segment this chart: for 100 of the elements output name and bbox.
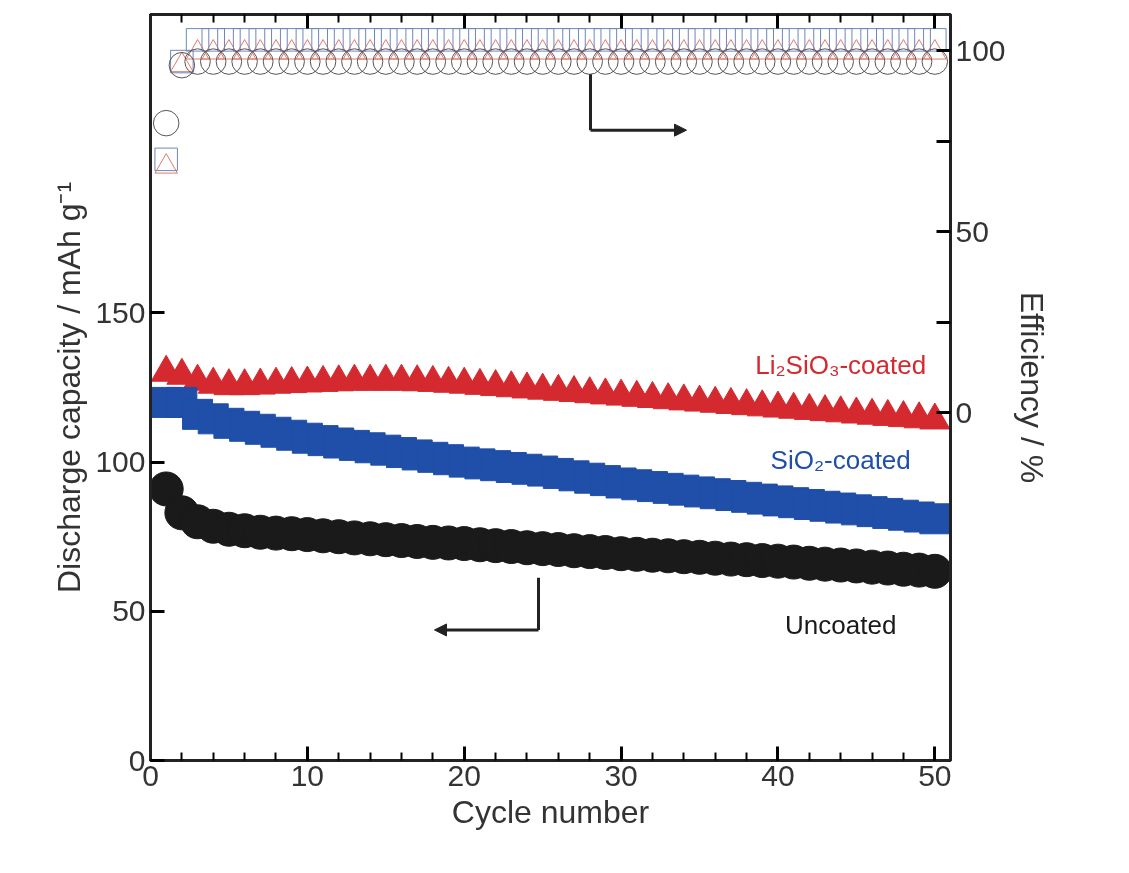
point: [262, 48, 290, 75]
point: [498, 48, 525, 75]
point: [874, 48, 901, 75]
point: [530, 28, 555, 52]
series-label: Uncoated: [785, 609, 897, 640]
point: [421, 28, 445, 52]
y2-tick-label: 100: [955, 33, 1006, 67]
point: [450, 48, 478, 75]
point: [389, 28, 414, 52]
point: [435, 48, 462, 75]
point: [278, 48, 305, 75]
point: [499, 28, 524, 52]
point: [672, 28, 696, 52]
point: [827, 48, 854, 75]
point: [342, 28, 367, 52]
point: [358, 28, 382, 52]
point: [860, 28, 884, 52]
point: [764, 48, 792, 75]
point: [670, 48, 698, 75]
point: [152, 109, 180, 137]
point: [733, 48, 760, 75]
point: [184, 48, 211, 75]
point: [623, 48, 651, 75]
point: [279, 28, 304, 52]
y2-tick-label: 0: [955, 395, 973, 429]
point: [311, 28, 335, 52]
y-tick-label: 150: [95, 295, 146, 329]
point: [687, 28, 712, 52]
point: [546, 28, 571, 52]
x-tick-label: 10: [290, 758, 325, 792]
point: [905, 48, 933, 75]
point: [185, 28, 210, 52]
point: [356, 48, 384, 75]
point: [562, 28, 586, 52]
point: [750, 28, 775, 52]
point: [654, 48, 682, 75]
point: [419, 48, 447, 75]
point: [545, 48, 572, 75]
point: [231, 48, 258, 75]
point: [577, 28, 602, 52]
point: [372, 48, 400, 75]
y2-tick-label: 50: [955, 214, 989, 248]
point: [907, 28, 931, 52]
x-tick-label: 40: [761, 758, 795, 792]
point: [295, 28, 320, 52]
point: [780, 48, 807, 75]
point: [515, 28, 539, 52]
point: [513, 48, 541, 75]
point: [168, 51, 196, 79]
point: [403, 48, 431, 75]
point: [796, 48, 823, 75]
point: [154, 153, 178, 174]
point: [576, 48, 603, 75]
point: [217, 28, 241, 52]
point: [325, 48, 352, 75]
point: [639, 48, 666, 75]
point: [154, 147, 178, 172]
point: [609, 28, 633, 52]
point: [248, 28, 273, 52]
point: [452, 28, 476, 52]
y-axis-title: Discharge capacity / mAh g⁻¹: [51, 181, 88, 594]
point: [844, 28, 869, 52]
point: [215, 48, 243, 75]
point: [264, 28, 288, 52]
point: [560, 48, 588, 75]
point: [811, 48, 839, 75]
point: [876, 28, 900, 52]
point: [388, 48, 415, 75]
point: [701, 48, 729, 75]
point: [326, 28, 351, 52]
point: [625, 28, 649, 52]
point: [201, 28, 225, 52]
point: [482, 48, 509, 75]
point: [843, 48, 870, 75]
point: [766, 28, 790, 52]
x-tick-label: 20: [447, 758, 481, 792]
point: [309, 48, 337, 75]
point: [405, 28, 429, 52]
point: [607, 48, 635, 75]
point: [529, 48, 556, 75]
point: [468, 28, 492, 52]
point: [294, 48, 321, 75]
y2-axis-title: Efficiency / %: [1013, 291, 1050, 484]
point: [374, 28, 398, 52]
point: [436, 28, 461, 52]
y-tick-label: 100: [95, 445, 146, 479]
point: [200, 48, 227, 75]
x-tick-label: 30: [604, 758, 638, 792]
point: [923, 28, 947, 52]
point: [686, 48, 713, 75]
point: [341, 48, 368, 75]
point: [797, 28, 822, 52]
point: [717, 48, 745, 75]
point: [232, 28, 257, 52]
point: [891, 28, 916, 52]
point: [719, 28, 743, 52]
point: [749, 48, 776, 75]
point: [890, 48, 917, 75]
x-axis-title: Cycle number: [451, 793, 650, 830]
point: [828, 28, 853, 52]
